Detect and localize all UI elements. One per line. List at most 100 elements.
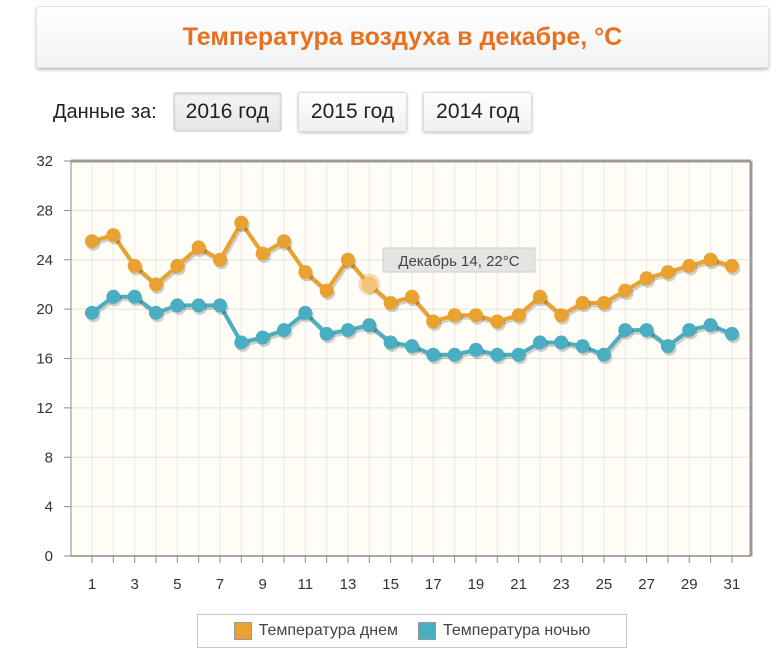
data-point-night — [255, 330, 270, 345]
data-point-night — [682, 323, 697, 338]
year-button-2014[interactable]: 2014 год — [423, 92, 533, 132]
x-tick-label: 29 — [681, 576, 698, 593]
data-point-day — [490, 314, 505, 329]
data-point-day — [596, 295, 611, 310]
data-point-night — [490, 347, 505, 362]
data-point-night — [639, 323, 654, 338]
data-point-day — [575, 295, 590, 310]
data-point-night — [575, 339, 590, 354]
data-point-day — [447, 308, 462, 323]
x-tick-label: 15 — [382, 576, 399, 593]
data-point-night — [426, 347, 441, 362]
data-point-night — [596, 347, 611, 362]
data-point-night — [511, 347, 526, 362]
tooltip-box — [382, 247, 536, 273]
x-tick-label: 7 — [216, 576, 224, 593]
data-point-night — [532, 335, 547, 350]
y-tick-label: 16 — [36, 351, 53, 368]
year-button-2016[interactable]: 2016 год — [172, 92, 282, 132]
x-tick-label: 23 — [553, 576, 570, 593]
data-point-day — [468, 308, 483, 323]
data-point-day — [255, 246, 270, 261]
data-point-day — [212, 252, 227, 267]
chart-legend: Температура днем Температура ночью — [197, 614, 627, 648]
data-point-day — [276, 234, 291, 249]
x-tick-label: 17 — [425, 576, 442, 593]
data-point-day — [191, 240, 206, 255]
legend-item-day[interactable]: Температура днем — [233, 622, 398, 640]
y-tick-label: 0 — [45, 548, 53, 565]
data-point-day — [682, 258, 697, 273]
data-point-day — [660, 265, 675, 280]
year-button-2015[interactable]: 2015 год — [297, 92, 408, 132]
data-point-day — [148, 277, 163, 292]
data-point-day — [298, 265, 313, 280]
data-point-day — [511, 308, 526, 323]
y-tick-label: 12 — [36, 400, 53, 417]
y-tick-label: 20 — [36, 301, 53, 318]
x-tick-label: 25 — [596, 576, 613, 593]
data-point-night — [276, 323, 291, 338]
x-tick-label: 5 — [173, 576, 181, 593]
tooltip-text: Декабрь 14, 22°C — [398, 253, 519, 270]
x-tick-label: 1 — [88, 576, 96, 593]
x-tick-label: 21 — [510, 576, 527, 593]
data-point-day — [106, 228, 121, 243]
data-point-day — [127, 258, 142, 273]
legend-label-night: Температура ночью — [443, 622, 591, 639]
x-tick-label: 11 — [298, 576, 314, 593]
x-tick-label: 27 — [638, 576, 655, 593]
data-point-night — [148, 305, 163, 320]
data-point-day — [532, 289, 547, 304]
data-point-night — [106, 289, 121, 304]
data-point-day — [639, 271, 654, 286]
data-point-night — [383, 335, 398, 350]
x-tick-label: 13 — [340, 576, 357, 593]
y-tick-label: 24 — [36, 252, 53, 269]
year-selector-label: Данные за: — [53, 100, 157, 123]
data-point-day — [426, 314, 441, 329]
data-point-night — [212, 298, 227, 313]
y-tick-label: 8 — [45, 449, 53, 466]
year-selector: Данные за: 2016 год 2015 год 2014 год — [53, 92, 533, 132]
data-point-day — [404, 289, 419, 304]
data-point-day — [554, 308, 569, 323]
data-point-day — [170, 258, 185, 273]
data-point-night — [298, 305, 313, 320]
y-tick-label: 28 — [36, 202, 53, 219]
legend-label-day: Температура днем — [258, 622, 398, 639]
y-tick-label: 32 — [36, 153, 53, 170]
x-tick-label: 31 — [724, 576, 741, 593]
data-point-night — [170, 298, 185, 313]
data-point-night — [468, 342, 483, 357]
data-point-night — [127, 289, 142, 304]
data-point-day — [234, 215, 249, 230]
data-point-day — [703, 252, 718, 267]
data-point-night — [724, 326, 739, 341]
y-tick-label: 4 — [45, 499, 53, 516]
data-point-day — [85, 234, 99, 249]
data-point-day — [383, 295, 398, 310]
data-point-night — [447, 347, 462, 362]
data-point-night — [85, 305, 99, 320]
x-tick-label: 19 — [468, 576, 485, 593]
data-point-night — [660, 339, 675, 354]
data-point-night — [319, 326, 334, 341]
data-point-night — [362, 318, 377, 333]
data-point-day — [618, 283, 633, 298]
data-point-night — [618, 323, 633, 338]
legend-swatch-day — [233, 622, 252, 640]
highlighted-point — [361, 276, 378, 293]
data-point-night — [340, 323, 355, 338]
x-tick-label: 3 — [130, 576, 138, 593]
data-point-night — [554, 335, 569, 350]
legend-swatch-night — [418, 622, 436, 640]
data-point-day — [724, 258, 739, 273]
data-point-day — [319, 283, 334, 298]
data-point-night — [191, 298, 206, 313]
data-point-night — [404, 339, 419, 354]
page-title: Температура воздуха в декабре, °С — [182, 22, 623, 51]
legend-item-night[interactable]: Температура ночью — [418, 622, 590, 640]
data-point-day — [340, 252, 355, 267]
